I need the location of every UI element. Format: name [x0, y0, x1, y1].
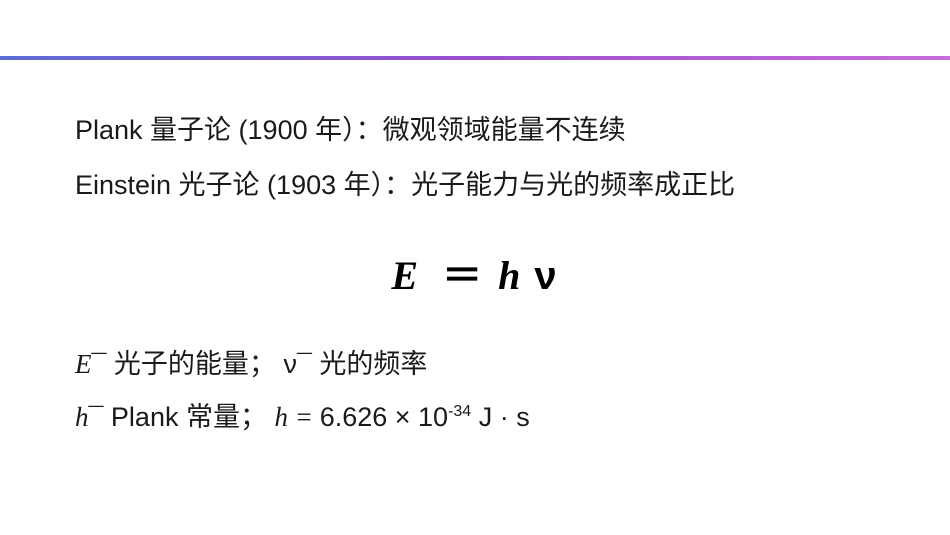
def-E-symbol: E: [75, 349, 92, 379]
def-E-dash: ¯: [92, 349, 107, 379]
plank-line: Plank 量子论 (1900 年）：微观领域能量不连续: [75, 110, 875, 151]
einstein-line: Einstein 光子论 (1903 年）：光子能力与光的频率成正比: [75, 165, 875, 206]
def-E-text: 光子的能量；: [106, 349, 283, 379]
equation-nu: ν: [534, 254, 558, 298]
def-h-mantissa: 6.626 × 10: [320, 402, 448, 432]
top-gradient-border: [0, 56, 950, 60]
equation-h: h: [498, 253, 522, 298]
def-h-dash: ¯: [89, 402, 104, 432]
content-area: Plank 量子论 (1900 年）：微观领域能量不连续 Einstein 光子…: [75, 110, 875, 449]
def-h-symbol: h: [75, 402, 89, 432]
equation-equals: ＝: [442, 253, 486, 298]
def-nu-text: 光的频率: [312, 349, 428, 379]
equation: E ＝ h ν: [75, 243, 875, 301]
def-h-eq: =: [288, 402, 320, 432]
def-h-unit: J · s: [471, 402, 530, 432]
def-E-nu-line: E¯ 光子的能量； ν¯ 光的频率: [75, 343, 875, 386]
slide: Plank 量子论 (1900 年）：微观领域能量不连续 Einstein 光子…: [0, 0, 950, 535]
def-h-exponent: -34: [448, 403, 471, 420]
equation-E: E: [391, 253, 430, 298]
def-nu-symbol: ν: [283, 349, 297, 379]
def-h-line: h¯ Plank 常量； h = 6.626 × 10-34 J · s: [75, 396, 875, 439]
def-nu-dash: ¯: [297, 349, 312, 379]
def-h-symbol-2: h: [274, 402, 288, 432]
def-h-text1: Plank 常量；: [103, 402, 274, 432]
